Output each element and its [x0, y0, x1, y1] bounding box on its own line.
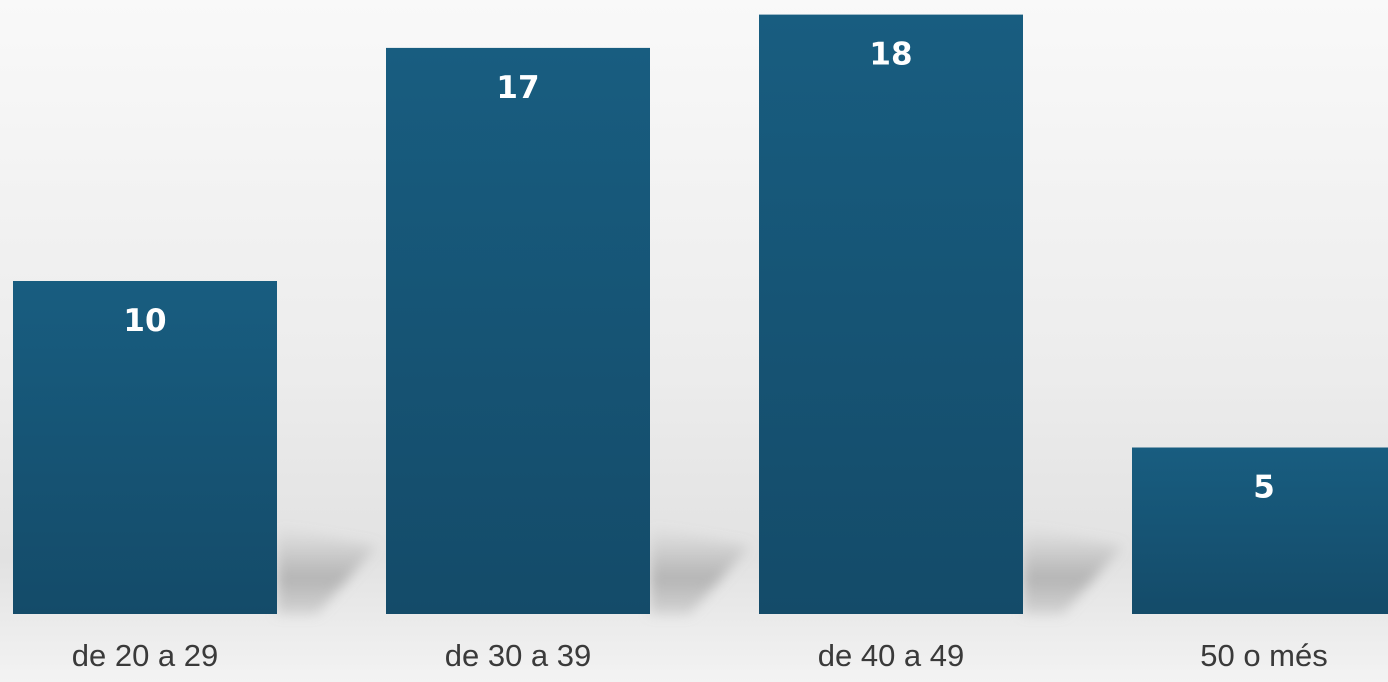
data-label: 5 — [1253, 470, 1275, 506]
bar — [13, 281, 277, 614]
bar-shadow — [650, 526, 750, 614]
x-tick-label: de 20 a 29 — [72, 638, 219, 673]
bar — [759, 14, 1023, 615]
x-tick-label: de 40 a 49 — [818, 638, 965, 673]
bar-shadow — [1023, 526, 1123, 614]
data-label: 18 — [869, 37, 912, 73]
bar — [386, 47, 650, 614]
bar — [1132, 447, 1388, 614]
bar-shadow — [277, 526, 377, 614]
data-label: 17 — [496, 70, 539, 106]
x-tick-label: de 30 a 39 — [445, 638, 592, 673]
x-tick-label: 50 o més — [1200, 638, 1328, 673]
data-label: 10 — [123, 303, 166, 339]
